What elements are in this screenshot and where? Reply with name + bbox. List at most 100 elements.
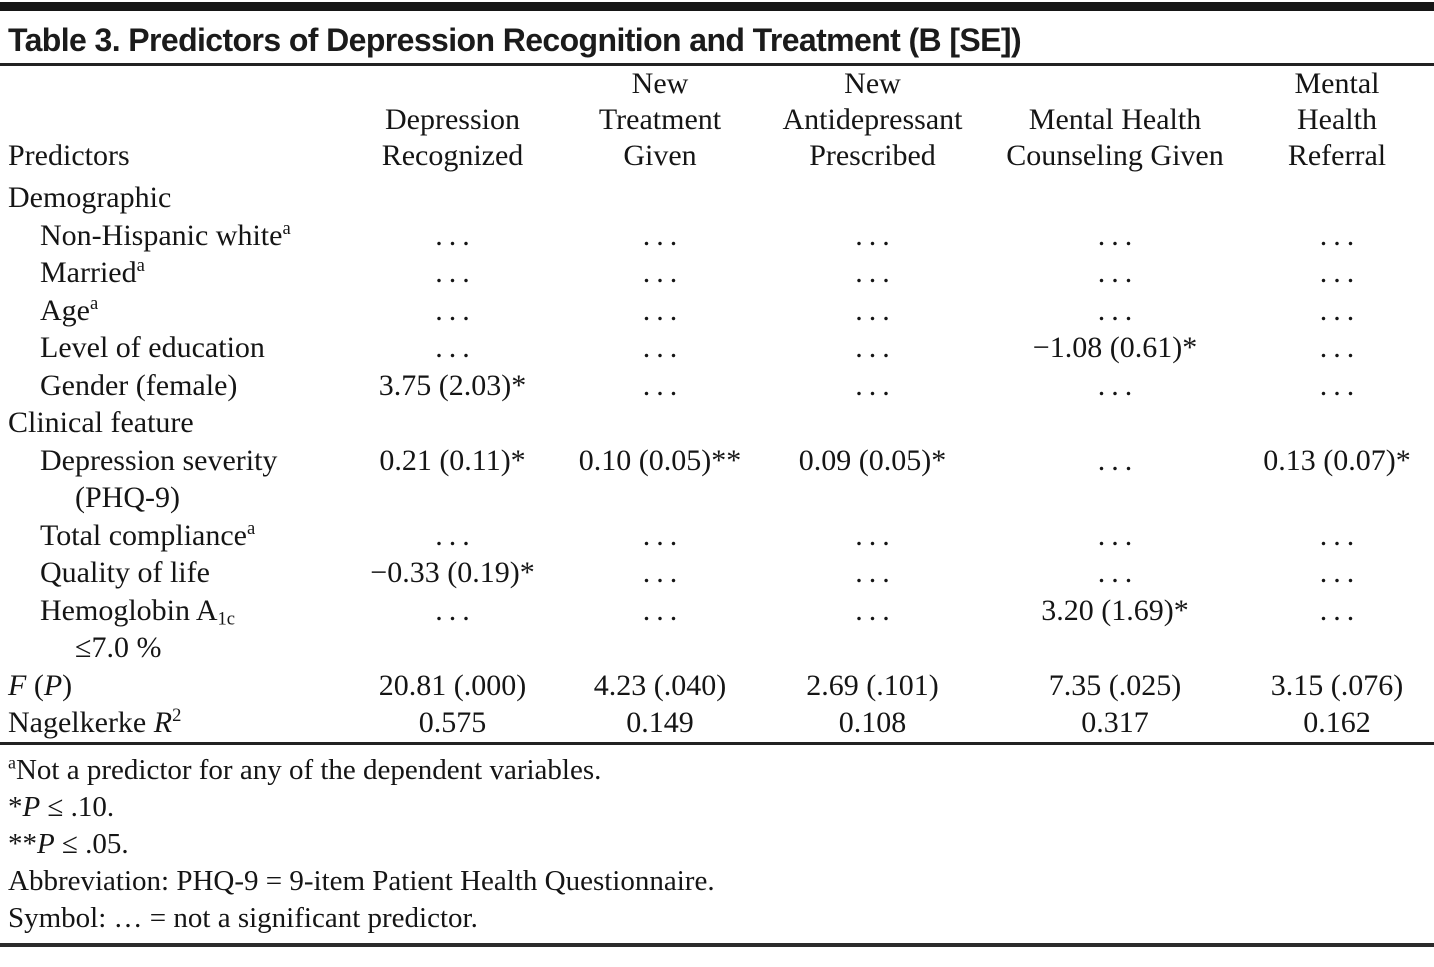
cell-value: [565, 404, 755, 442]
top-rule-bar: [0, 2, 1434, 11]
table-row: Level of education . . . . . . . . . −1.08 (…: [0, 329, 1434, 367]
column-header: Mental Health Counseling Given: [1006, 103, 1224, 172]
predictors-table: Predictors Depression Recognized New Treatme…: [0, 66, 1434, 742]
cell-value: [990, 404, 1240, 442]
row-label: F (P): [8, 668, 73, 702]
header-row: Predictors Depression Recognized New Treatme…: [0, 66, 1434, 174]
cell-value: . . .: [1097, 218, 1133, 252]
cell-value: . . .: [855, 368, 890, 402]
table-row: Marrieda . . . . . . . . . . . . . . .: [0, 254, 1434, 292]
row-label: Depression severity (PHQ-9): [40, 443, 278, 515]
column-header: Predictors: [8, 139, 130, 172]
row-label: Non-Hispanic whitea: [40, 217, 291, 252]
body-bottom-rule: [0, 741, 1434, 745]
cell-value: 0.10 (0.05)**: [578, 443, 742, 477]
footnote: *P ≤ .10.: [8, 790, 115, 823]
row-label: Demographic: [8, 181, 172, 214]
cell-value: . . .: [855, 556, 890, 589]
cell-value: 7.35 (.025): [1048, 668, 1182, 702]
cell-value: 0.21 (0.11)*: [379, 443, 526, 477]
cell-value: 0.317: [1081, 706, 1149, 739]
table-header: Predictors Depression Recognized New Treatme…: [0, 66, 1434, 174]
cell-value: 3.20 (1.69)*: [1041, 593, 1189, 627]
cell-value: [755, 174, 990, 217]
row-label: Total compliancea: [40, 517, 256, 552]
table-row: Nagelkerke R2 0.575 0.149 0.108 0.317 0.162: [0, 704, 1434, 742]
table-row: Total compliancea . . . . . . . . . . . . . .…: [0, 517, 1434, 555]
cell-value: . . .: [1319, 256, 1355, 289]
cell-value: . . .: [1319, 593, 1355, 627]
cell-value: −0.33 (0.19)*: [370, 556, 535, 589]
table-row: Hemoglobin A1c ≤7.0 % . . . . . . . . . 3.20 …: [0, 592, 1434, 667]
cell-value: . . .: [435, 293, 470, 327]
cell-value: . . .: [855, 518, 890, 552]
cell-value: 0.13 (0.07)*: [1263, 443, 1411, 477]
row-label: Hemoglobin A1c ≤7.0 %: [40, 593, 236, 665]
table-row: Quality of life −0.33 (0.19)* . . . . . . . …: [0, 554, 1434, 592]
table-body: Demographic Non-Hispanic whitea . . . . . .…: [0, 174, 1434, 742]
cell-value: [755, 404, 990, 442]
cell-value: . . .: [1319, 518, 1355, 552]
cell-value: . . .: [855, 331, 890, 364]
cell-value: . . .: [1319, 331, 1355, 364]
footnote: aNot a predictor for any of the dependen…: [8, 751, 602, 786]
cell-value: 3.75 (2.03)*: [378, 368, 527, 402]
bottom-rule: [0, 942, 1434, 947]
table-row: Clinical feature: [0, 404, 1434, 442]
cell-value: . . .: [1097, 293, 1133, 327]
cell-value: . . .: [1319, 368, 1355, 402]
table-row: Demographic: [0, 174, 1434, 217]
cell-value: . . .: [435, 518, 470, 552]
cell-value: . . .: [1097, 368, 1133, 402]
cell-value: . . .: [1319, 218, 1355, 252]
table-row: Non-Hispanic whitea . . . . . . . . . . . ..…: [0, 217, 1434, 255]
row-label: Clinical feature: [8, 406, 194, 439]
cell-value: 3.15 (.076): [1270, 668, 1404, 702]
cell-value: . . .: [1097, 518, 1133, 552]
cell-value: . . .: [1097, 556, 1133, 589]
title-rule: [0, 63, 1434, 66]
table-row: Gender (female) 3.75 (2.03)* . . . . . . . .…: [0, 367, 1434, 405]
column-header: Mental Health Referral: [1287, 67, 1387, 172]
cell-value: [340, 404, 565, 442]
cell-value: . . .: [642, 256, 678, 289]
cell-value: . . .: [1097, 443, 1133, 477]
cell-value: . . .: [642, 556, 678, 589]
cell-value: 0.162: [1303, 706, 1371, 739]
cell-value: . . .: [642, 518, 678, 552]
cell-value: . . .: [1097, 256, 1133, 289]
cell-value: . . .: [855, 256, 890, 289]
table-row: Depression severity (PHQ-9) 0.21 (0.11)* 0.…: [0, 442, 1434, 517]
cell-value: 0.09 (0.05)*: [798, 443, 947, 477]
cell-value: . . .: [1319, 556, 1355, 589]
footnote: Abbreviation: PHQ-9 = 9-item Patient Hea…: [8, 864, 715, 897]
column-header: New Treatment Given: [598, 67, 722, 172]
column-header: Depression Recognized: [381, 103, 524, 172]
footnote: Symbol: … = not a significant predictor.: [8, 901, 478, 934]
cell-value: 4.23 (.040): [593, 668, 727, 702]
cell-value: . . .: [855, 218, 890, 252]
table-row: Agea . . . . . . . . . . . . . . .: [0, 292, 1434, 330]
row-label: Marrieda: [40, 255, 145, 289]
cell-value: . . .: [642, 368, 678, 402]
footnote: **P ≤ .05.: [8, 827, 129, 860]
cell-value: . . .: [435, 331, 470, 364]
cell-value: 0.108: [838, 706, 907, 739]
footnotes: aNot a predictor for any of the dependen…: [0, 745, 1434, 943]
cell-value: . . .: [642, 218, 678, 252]
column-header: New Antidepressant Prescribed: [782, 67, 963, 172]
cell-value: [340, 174, 565, 217]
cell-value: . . .: [435, 256, 470, 289]
cell-value: [1240, 174, 1434, 217]
cell-value: [990, 174, 1240, 217]
cell-value: . . .: [642, 293, 678, 327]
row-label: Quality of life: [40, 556, 210, 589]
cell-value: . . .: [1319, 293, 1355, 327]
cell-value: [1240, 404, 1434, 442]
table-row: F (P) 20.81 (.000) 4.23 (.040) 2.69 (.101) 7…: [0, 667, 1434, 705]
cell-value: 2.69 (.101): [806, 668, 939, 702]
row-label: Nagelkerke R2: [8, 705, 182, 739]
cell-value: . . .: [435, 218, 470, 252]
cell-value: [565, 174, 755, 217]
